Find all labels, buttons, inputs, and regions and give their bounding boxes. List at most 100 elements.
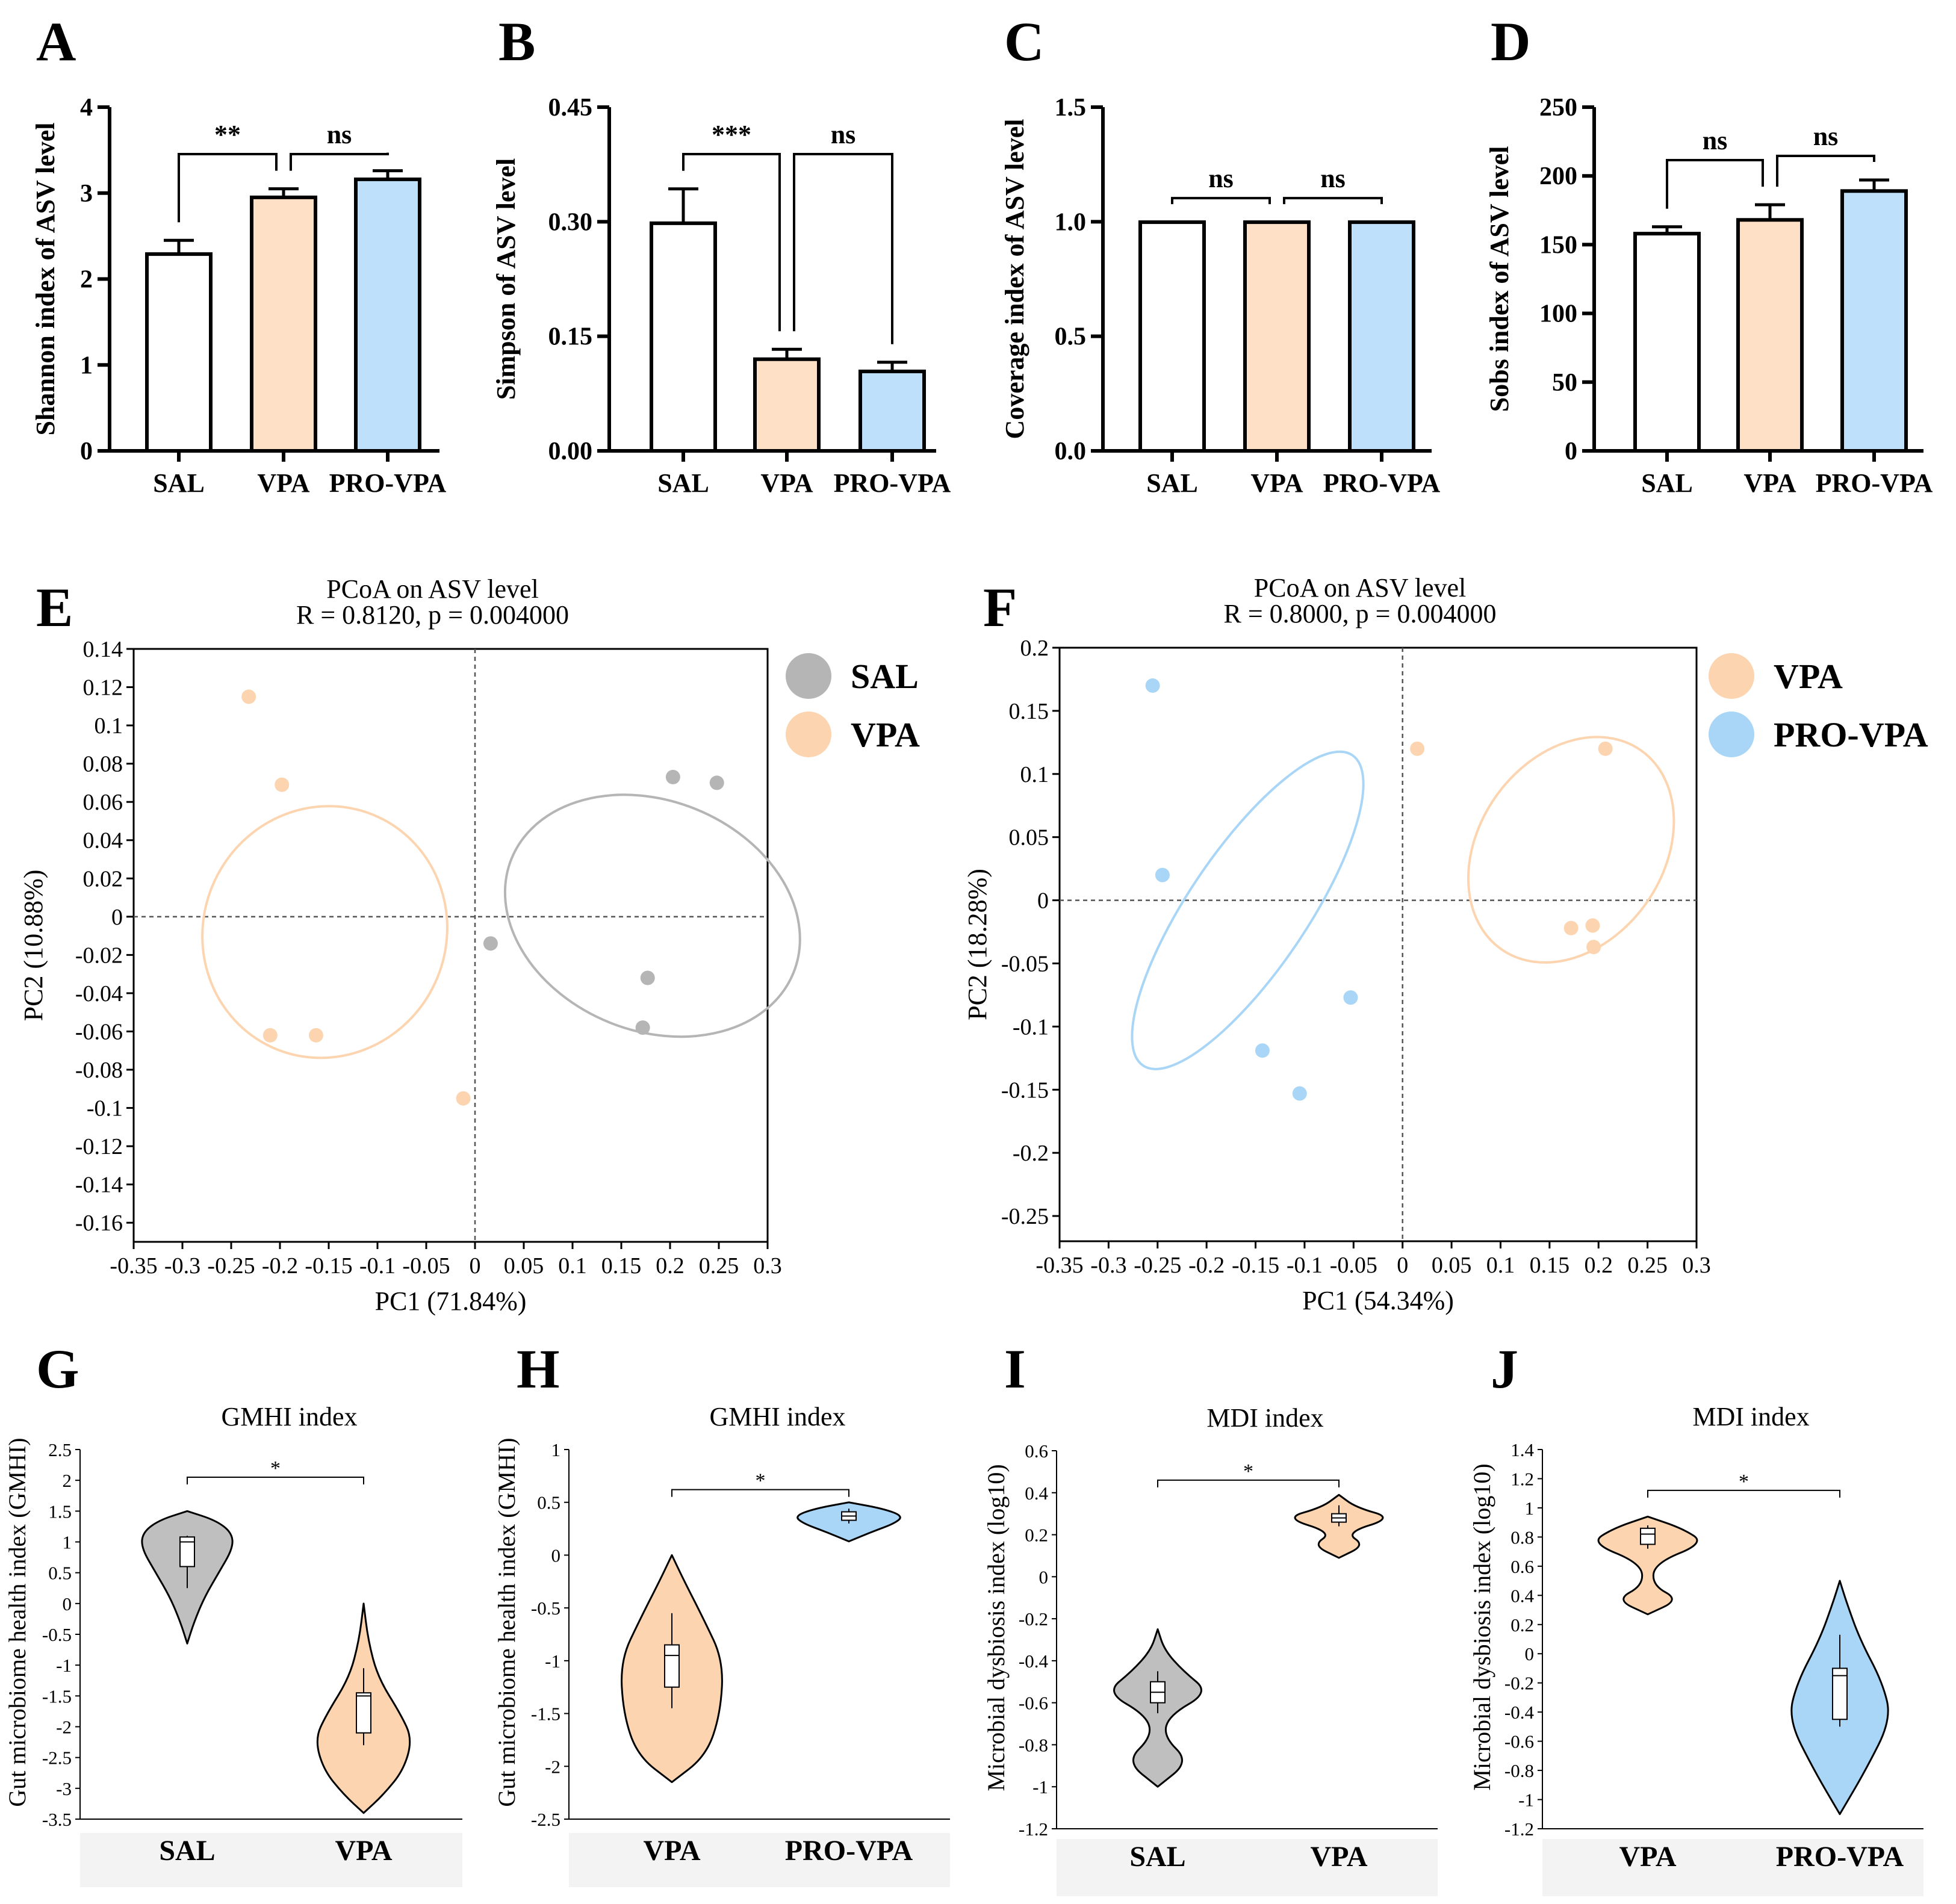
chart-title: GMHI index xyxy=(221,1402,357,1431)
x-tick-label: -0.2 xyxy=(262,1253,298,1279)
panel-letter-F: F xyxy=(983,577,1017,638)
bar-PRO-VPA xyxy=(354,177,421,453)
x-tick-label: -0.35 xyxy=(1035,1253,1083,1278)
x-tick-label: -0.1 xyxy=(1287,1253,1323,1278)
y-tick-label: -1.5 xyxy=(42,1685,72,1707)
y-tick-label: 0.02 xyxy=(83,866,123,892)
y-tick-label: -0.16 xyxy=(75,1211,123,1236)
x-tick-label: 0.2 xyxy=(1584,1253,1613,1278)
bar-PRO-VPA xyxy=(858,370,926,453)
category-label: PRO-VPA xyxy=(1323,468,1441,498)
category-label: PRO-VPA xyxy=(785,1835,913,1867)
category-label: PRO-VPA xyxy=(329,468,447,498)
x-tick-label: 0 xyxy=(470,1253,481,1279)
y-tick-label: -0.12 xyxy=(75,1134,123,1159)
y-tick-label: 250 xyxy=(1539,94,1577,122)
y-tick-label: 0.30 xyxy=(548,208,593,236)
data-point-SAL xyxy=(640,970,655,985)
x-tick-label: 0.25 xyxy=(1627,1253,1668,1278)
category-band xyxy=(1057,1839,1438,1896)
category-label: VPA xyxy=(643,1835,700,1867)
x-tick-label: -0.05 xyxy=(402,1253,450,1279)
plot-frame xyxy=(132,648,769,1243)
data-point-SAL xyxy=(709,775,724,790)
y-tick-label: -0.05 xyxy=(1001,951,1049,976)
confidence-ellipse-VPA xyxy=(1467,736,1675,964)
y-tick-label: -0.8 xyxy=(1019,1734,1048,1755)
significance-label: ns xyxy=(1320,164,1346,193)
y-tick-label: 0.5 xyxy=(1055,323,1087,351)
x-tick-label: -0.25 xyxy=(207,1253,255,1279)
data-point-VPA xyxy=(1585,918,1600,933)
y-tick-label: 0.14 xyxy=(83,637,123,662)
y-tick-label: -1 xyxy=(1032,1776,1048,1797)
y-tick-label: 0.6 xyxy=(1025,1440,1048,1462)
y-tick-label: 1.5 xyxy=(48,1501,72,1522)
legend-marker-SAL xyxy=(786,653,831,699)
y-tick-label: 0.45 xyxy=(548,94,593,122)
y-tick-label: 0.15 xyxy=(1009,699,1049,724)
panel-letter-I: I xyxy=(1004,1338,1026,1400)
significance-label: * xyxy=(270,1457,281,1480)
panel-letter-E: E xyxy=(36,577,73,638)
significance-bracket xyxy=(1776,155,1875,187)
y-tick-label: 50 xyxy=(1552,369,1577,397)
data-point-SAL xyxy=(635,1020,650,1035)
significance-bracket xyxy=(1171,197,1271,205)
x-tick-label: -0.25 xyxy=(1134,1253,1181,1278)
panel-letter-C: C xyxy=(1004,11,1044,72)
y-axis-label: Simpson of ASV level xyxy=(491,158,521,400)
y-tick-label: 0.5 xyxy=(48,1563,72,1584)
x-tick-label: 0.3 xyxy=(1682,1253,1711,1278)
significance-bracket xyxy=(671,1489,849,1497)
data-point-PRO-VPA xyxy=(1343,990,1358,1005)
y-tick-label: 1.2 xyxy=(1510,1468,1534,1489)
x-tick-label: 0.3 xyxy=(753,1253,782,1279)
data-point-SAL xyxy=(483,936,498,951)
y-tick-label: 0.08 xyxy=(83,752,123,777)
bar-SAL xyxy=(650,221,717,453)
y-tick-label: 1 xyxy=(1525,1498,1535,1519)
data-point-VPA xyxy=(1586,940,1601,955)
y-tick-label: 200 xyxy=(1539,163,1577,190)
chart-title: MDI index xyxy=(1692,1402,1809,1431)
bar-VPA xyxy=(1736,218,1804,453)
significance-label: ** xyxy=(214,120,241,149)
category-label: VPA xyxy=(1619,1841,1676,1873)
data-point-VPA xyxy=(1598,741,1613,756)
bar-VPA xyxy=(753,357,821,453)
y-tick-label: -0.15 xyxy=(1001,1078,1049,1103)
y-axis-label: Microbial dysbiosis index (log10) xyxy=(983,1464,1010,1791)
category-label: VPA xyxy=(335,1835,392,1867)
x-tick-label: 0.1 xyxy=(1486,1253,1515,1278)
y-tick-label: -0.14 xyxy=(75,1173,123,1198)
bar-PRO-VPA xyxy=(1348,220,1415,453)
y-tick-label: -0.8 xyxy=(1504,1760,1534,1781)
category-label: SAL xyxy=(657,468,709,498)
significance-bracket xyxy=(1647,1489,1840,1498)
significance-bracket xyxy=(178,153,278,223)
y-axis-label: PC2 (10.88%) xyxy=(19,870,48,1022)
x-tick-label: 0.15 xyxy=(1530,1253,1570,1278)
y-tick-label: -0.2 xyxy=(1504,1673,1534,1694)
confidence-ellipse-VPA xyxy=(201,805,449,1059)
x-tick-label: 0.25 xyxy=(699,1253,739,1279)
y-tick-label: -0.6 xyxy=(1019,1693,1048,1714)
y-tick-label: -2.5 xyxy=(42,1747,72,1769)
y-tick-label: 0 xyxy=(1037,888,1049,914)
y-tick-label: 0.4 xyxy=(1510,1585,1534,1606)
y-tick-label: 0.15 xyxy=(548,323,593,351)
y-tick-label: 0.04 xyxy=(83,828,123,854)
y-tick-label: 0 xyxy=(1039,1566,1049,1587)
y-axis-label: Shannon index of ASV level xyxy=(31,122,60,435)
y-tick-label: 0.2 xyxy=(1510,1614,1534,1636)
chart-title: MDI index xyxy=(1206,1403,1323,1433)
panel-letter-G: G xyxy=(36,1338,79,1400)
data-point-VPA xyxy=(1410,741,1425,756)
confidence-ellipse-SAL xyxy=(503,793,801,1038)
y-tick-label: -0.5 xyxy=(531,1598,560,1619)
category-label: SAL xyxy=(1641,468,1693,498)
x-axis-label: PC1 (54.34%) xyxy=(1302,1286,1454,1315)
y-tick-label: 150 xyxy=(1539,231,1577,259)
